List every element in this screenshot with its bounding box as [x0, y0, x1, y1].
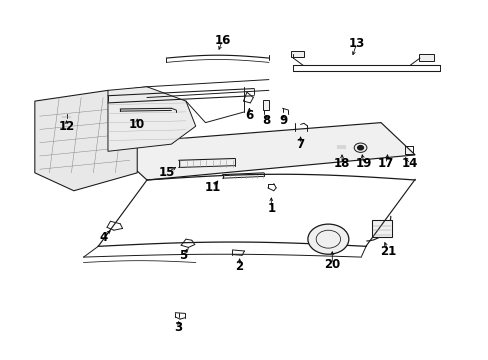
- Text: 3: 3: [174, 320, 183, 333]
- FancyBboxPatch shape: [418, 54, 433, 61]
- Polygon shape: [35, 90, 137, 191]
- Text: 6: 6: [245, 109, 253, 122]
- Text: 5: 5: [179, 249, 187, 262]
- Circle shape: [353, 143, 366, 152]
- FancyBboxPatch shape: [335, 142, 346, 152]
- Polygon shape: [108, 87, 195, 151]
- FancyBboxPatch shape: [375, 145, 387, 154]
- Text: 11: 11: [204, 181, 221, 194]
- Text: 1: 1: [267, 202, 275, 215]
- Text: 14: 14: [401, 157, 418, 170]
- Text: 18: 18: [333, 157, 349, 170]
- Text: 13: 13: [348, 37, 364, 50]
- Circle shape: [357, 145, 363, 150]
- Text: 16: 16: [214, 33, 230, 47]
- Text: 7: 7: [296, 138, 304, 150]
- Text: 12: 12: [58, 120, 75, 133]
- FancyBboxPatch shape: [291, 51, 303, 57]
- Text: 15: 15: [158, 166, 174, 179]
- Text: 20: 20: [324, 258, 340, 271]
- Circle shape: [316, 230, 340, 248]
- Text: 4: 4: [99, 231, 107, 244]
- Text: 2: 2: [235, 260, 243, 273]
- Text: 10: 10: [129, 118, 145, 131]
- Text: 9: 9: [279, 114, 287, 127]
- Text: 17: 17: [377, 157, 393, 170]
- Polygon shape: [108, 123, 414, 180]
- Text: 8: 8: [262, 114, 270, 127]
- FancyBboxPatch shape: [262, 100, 269, 110]
- Text: 21: 21: [380, 245, 396, 258]
- FancyBboxPatch shape: [63, 119, 69, 123]
- FancyBboxPatch shape: [62, 116, 71, 119]
- Circle shape: [307, 224, 348, 254]
- FancyBboxPatch shape: [371, 220, 391, 237]
- Text: 19: 19: [355, 157, 371, 170]
